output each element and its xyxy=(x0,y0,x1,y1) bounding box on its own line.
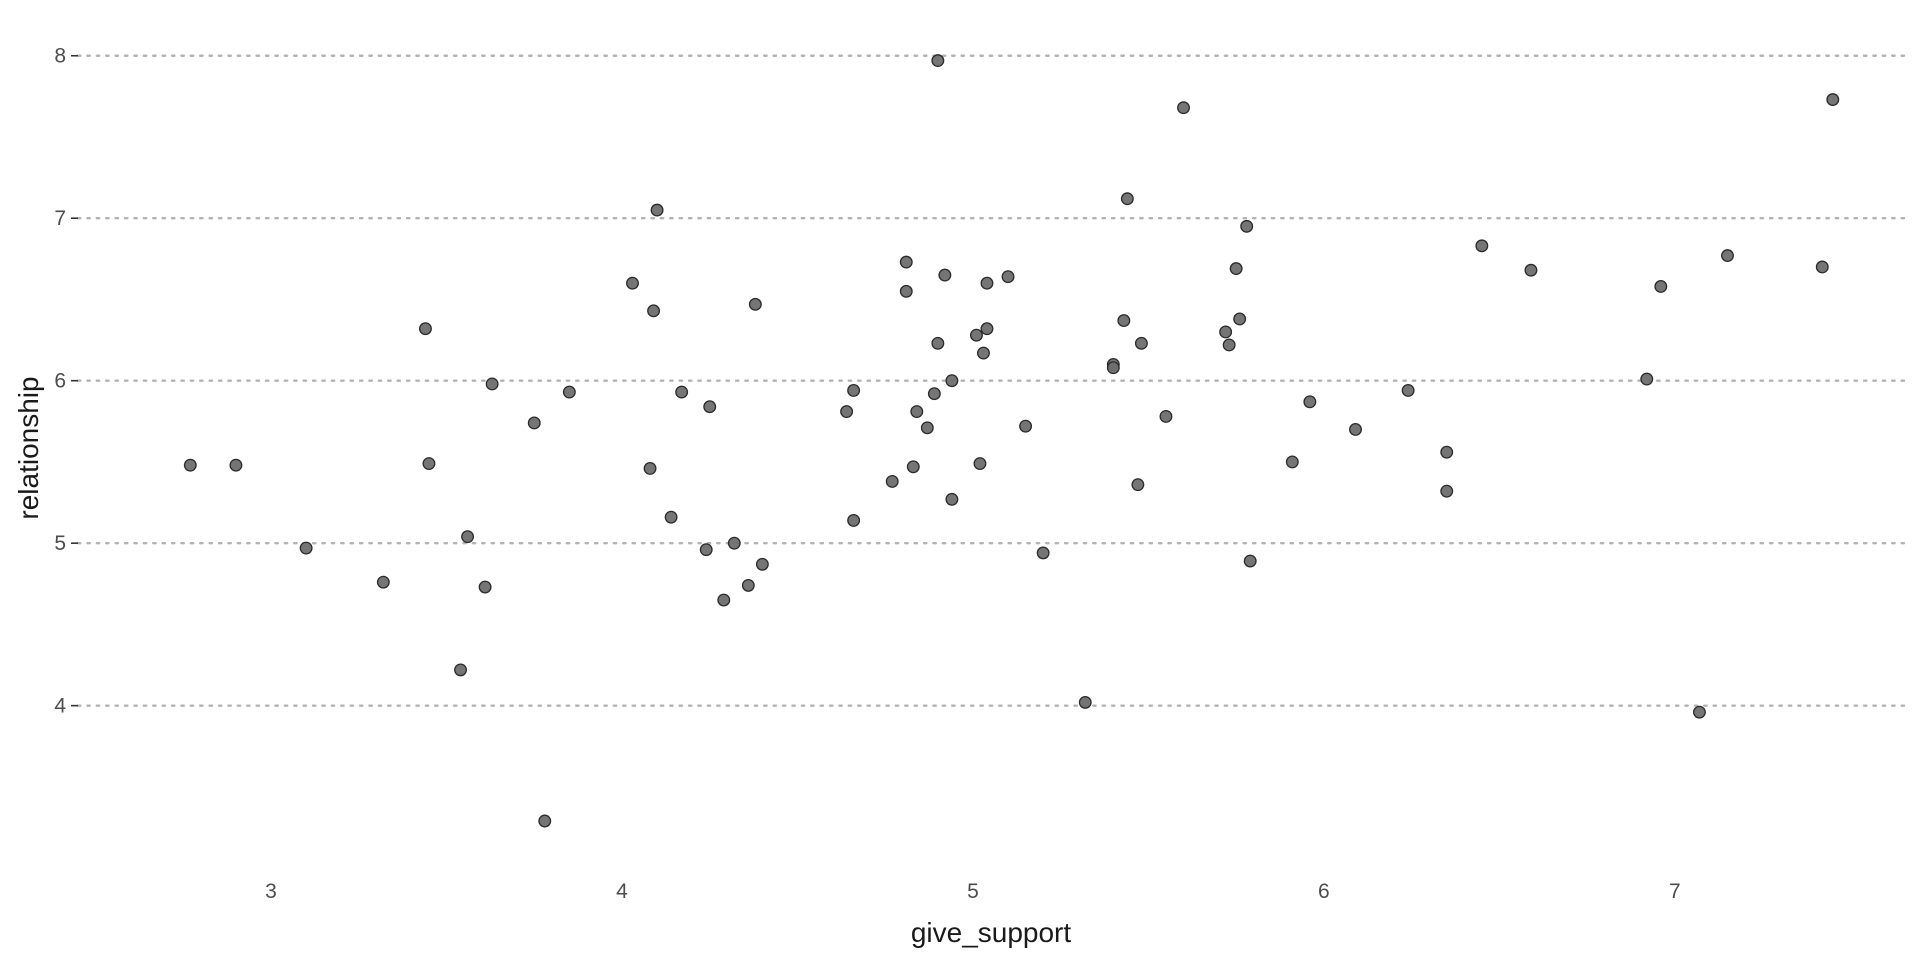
data-point xyxy=(840,405,854,419)
data-point xyxy=(1285,455,1299,469)
data-point xyxy=(1303,395,1317,409)
x-tick-label: 7 xyxy=(1669,880,1681,903)
data-point xyxy=(626,276,639,290)
data-point xyxy=(847,383,861,397)
y-axis-title: relationship xyxy=(13,376,44,519)
data-point xyxy=(643,461,657,475)
data-point xyxy=(1240,219,1254,233)
data-point xyxy=(1524,263,1538,277)
data-point xyxy=(422,457,436,471)
y-axis-ticks: 4 5 6 7 8 xyxy=(54,45,78,718)
data-point xyxy=(931,336,945,350)
data-point xyxy=(980,276,994,290)
data-point xyxy=(376,575,390,589)
data-point xyxy=(1475,239,1489,253)
x-tick-label: 6 xyxy=(1318,880,1330,903)
data-point xyxy=(1654,280,1668,293)
data-point xyxy=(650,203,664,217)
data-point xyxy=(920,421,934,435)
data-point xyxy=(980,322,994,336)
data-point xyxy=(1001,270,1015,284)
data-point xyxy=(1440,484,1454,498)
y-tick-label: 7 xyxy=(54,207,66,230)
data-point xyxy=(885,474,899,488)
data-point xyxy=(1222,338,1236,352)
data-point xyxy=(1120,192,1134,206)
data-point xyxy=(727,536,741,550)
data-point xyxy=(931,54,945,68)
data-point xyxy=(1229,262,1243,276)
data-point xyxy=(741,578,755,592)
data-point xyxy=(1159,409,1173,423)
data-point xyxy=(1078,695,1092,709)
data-point xyxy=(527,416,541,430)
data-point xyxy=(970,328,983,342)
data-point xyxy=(1117,314,1131,328)
data-point xyxy=(899,284,913,298)
data-point xyxy=(647,304,661,318)
data-point xyxy=(945,374,959,388)
data-point xyxy=(1019,419,1033,433)
data-point xyxy=(562,385,576,399)
x-tick-label: 3 xyxy=(265,880,277,903)
y-tick-label: 5 xyxy=(54,532,66,555)
data-point xyxy=(418,322,432,336)
data-point xyxy=(1440,445,1454,459)
y-tick-label: 4 xyxy=(54,695,66,718)
data-point xyxy=(847,513,861,527)
y-tick-label: 8 xyxy=(54,45,66,68)
data-point xyxy=(1640,372,1654,386)
x-axis-title: give_support xyxy=(911,917,1072,948)
data-point xyxy=(1349,422,1362,436)
data-point xyxy=(1134,336,1148,350)
data-point xyxy=(1815,260,1829,274)
data-point xyxy=(1036,546,1050,560)
data-point xyxy=(461,530,475,544)
data-point xyxy=(755,557,769,571)
data-point xyxy=(906,460,920,474)
data-point xyxy=(1233,312,1247,326)
data-point xyxy=(1826,93,1840,107)
data-point xyxy=(538,814,552,828)
data-point xyxy=(485,377,499,391)
data-point xyxy=(299,541,313,555)
data-point xyxy=(748,297,762,311)
data-point xyxy=(664,510,678,524)
data-point xyxy=(183,458,197,472)
data-point xyxy=(1219,325,1233,339)
data-point xyxy=(945,492,959,506)
data-point xyxy=(454,663,467,677)
data-point xyxy=(717,593,731,607)
data-point xyxy=(229,458,243,472)
data-point xyxy=(1243,554,1257,568)
data-point xyxy=(927,387,941,401)
data-point xyxy=(1177,101,1190,115)
x-axis-ticks: 3 4 5 6 7 xyxy=(265,880,1681,903)
data-point xyxy=(1106,361,1120,375)
data-point xyxy=(899,255,913,269)
gridlines xyxy=(76,54,1912,707)
data-point xyxy=(977,346,990,360)
x-tick-label: 5 xyxy=(967,880,979,903)
data-point xyxy=(699,543,713,557)
data-point xyxy=(938,268,952,282)
data-point xyxy=(1692,705,1706,719)
data-point xyxy=(910,405,924,419)
data-point xyxy=(703,400,717,414)
data-point xyxy=(1401,383,1415,397)
data-point xyxy=(973,457,987,471)
data-point xyxy=(478,580,492,594)
data-point xyxy=(1721,249,1734,263)
data-points xyxy=(183,54,1840,828)
data-point xyxy=(1131,478,1145,492)
y-tick-label: 6 xyxy=(54,370,66,393)
x-tick-label: 4 xyxy=(616,880,628,903)
data-point xyxy=(675,385,689,399)
